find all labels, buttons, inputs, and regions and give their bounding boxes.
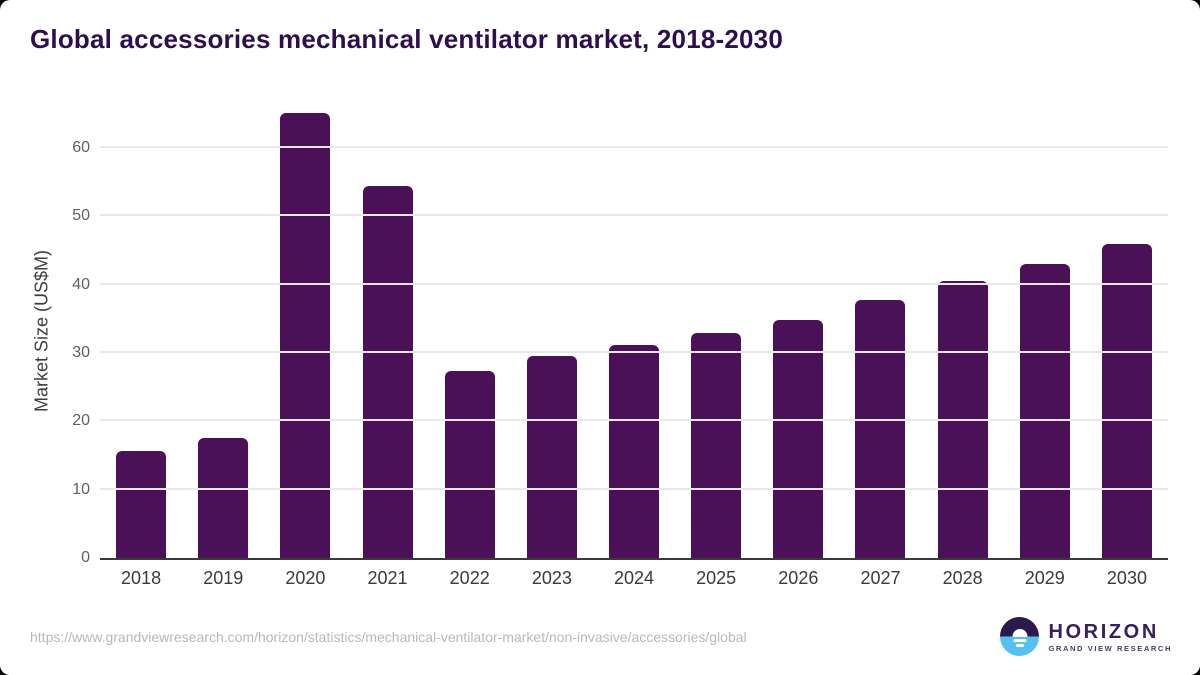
x-label-2023: 2023: [531, 568, 572, 588]
bar-slot-2019: [182, 105, 264, 558]
bars-container: [100, 105, 1168, 558]
x-label-2018: 2018: [121, 568, 162, 588]
y-tick-label-0: 0: [81, 549, 90, 566]
bar-slot-2025: [675, 105, 757, 558]
sun-reflection-line: [1013, 639, 1027, 642]
gridline-60: [100, 146, 1168, 149]
bar-slot-2026: [757, 105, 839, 558]
bar-2024[interactable]: [609, 344, 660, 558]
x-label-2019: 2019: [203, 568, 244, 588]
x-label-2026: 2026: [778, 568, 819, 588]
y-tick-label-10: 10: [72, 480, 90, 498]
x-label-2021: 2021: [367, 568, 408, 588]
bar-slot-2029: [1004, 105, 1086, 558]
gridline-30: [100, 351, 1168, 354]
y-tick-label-50: 50: [72, 207, 90, 225]
bar-2019[interactable]: [198, 438, 249, 558]
logo-subtitle: GRAND VIEW RESEARCH: [1048, 643, 1172, 653]
y-tick-label-40: 40: [72, 275, 90, 293]
x-label-2020: 2020: [285, 568, 326, 588]
bar-slot-2018: [100, 105, 182, 558]
bar-2021[interactable]: [362, 185, 413, 558]
horizon-logo: HORIZON GRAND VIEW RESEARCH: [1000, 617, 1172, 656]
plot-area: 0 10 20 30 40 50 60: [72, 105, 1168, 566]
x-label-2030: 2030: [1106, 568, 1147, 588]
x-axis-labels: 2018 2019 2020 2021 2022 2023 2024 2025 2026 2027…: [100, 568, 1168, 589]
logo-brand: HORIZON: [1048, 620, 1159, 643]
horizon-logo-icon: [1000, 617, 1040, 656]
y-tick-label-20: 20: [72, 412, 90, 430]
gridline-40: [100, 282, 1168, 285]
bar-2020[interactable]: [280, 112, 331, 558]
bar-slot-2020: [264, 105, 346, 558]
bar-2023[interactable]: [526, 356, 577, 558]
bar-slot-2023: [511, 105, 593, 558]
x-label-2025: 2025: [696, 568, 737, 588]
chart-title: Global accessories mechanical ventilator…: [30, 24, 784, 54]
gridline-20: [100, 419, 1168, 422]
bar-2028[interactable]: [937, 280, 988, 558]
bar-2018[interactable]: [116, 451, 167, 558]
gridline-50: [100, 214, 1168, 217]
bar-2030[interactable]: [1101, 244, 1152, 558]
bar-2027[interactable]: [855, 300, 906, 558]
x-label-2028: 2028: [942, 568, 983, 588]
bar-slot-2022: [429, 105, 511, 558]
y-tick-label-30: 30: [72, 344, 90, 362]
bar-slot-2030: [1086, 105, 1168, 558]
x-label-2022: 2022: [449, 568, 490, 588]
source-url: https://www.grandviewresearch.com/horizo…: [30, 629, 747, 645]
sun-reflection-line: [1015, 644, 1024, 647]
bar-2026[interactable]: [773, 320, 824, 558]
bar-slot-2027: [839, 105, 921, 558]
gridline-10: [100, 487, 1168, 490]
logo-text: HORIZON GRAND VIEW RESEARCH: [1048, 621, 1172, 653]
bar-slot-2021: [346, 105, 428, 558]
bar-2022[interactable]: [444, 370, 495, 558]
bar-2025[interactable]: [691, 333, 742, 558]
y-axis-title: Market Size (US$M): [31, 249, 52, 413]
sun-icon: [1012, 628, 1028, 637]
bar-slot-2028: [922, 105, 1004, 558]
y-tick-label-60: 60: [72, 139, 90, 157]
x-label-2027: 2027: [860, 568, 901, 588]
bar-2029[interactable]: [1019, 263, 1070, 558]
bar-slot-2024: [593, 105, 675, 558]
x-label-2024: 2024: [613, 568, 655, 588]
x-label-2029: 2029: [1024, 568, 1065, 588]
